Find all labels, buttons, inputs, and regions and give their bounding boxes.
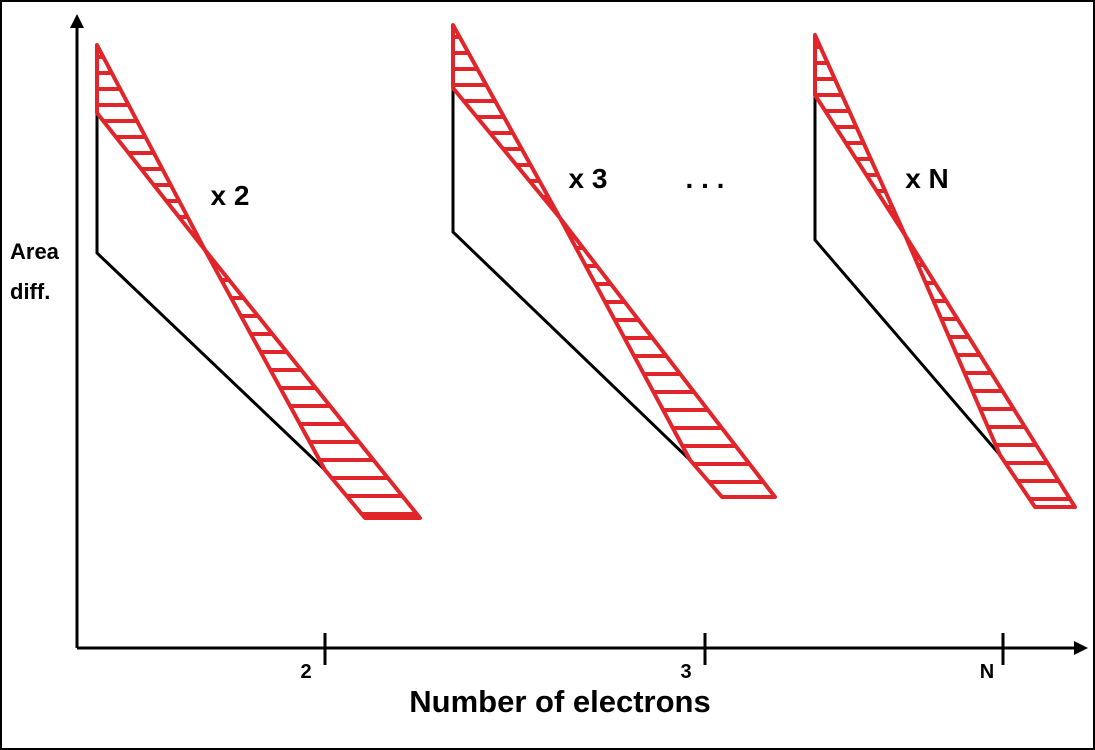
annotation: . . . [686, 163, 725, 194]
x-tick-label: 3 [680, 661, 691, 683]
x-tick-label: N [980, 661, 994, 683]
black-outline [95, 113, 367, 519]
annotation: x N [905, 163, 949, 194]
x-axis-label: Number of electrons [409, 684, 710, 719]
red-outline [451, 23, 777, 499]
y-axis-label: Area diff. [10, 239, 59, 304]
black-outline [451, 88, 724, 498]
x-axis-arrow [1074, 641, 1088, 655]
y-axis-arrow [70, 14, 84, 28]
x-tick-label: 2 [300, 661, 311, 683]
annotation: x 2 [211, 180, 250, 211]
shapes [95, 23, 1077, 520]
red-outline [95, 43, 422, 520]
red-outline [813, 33, 1077, 509]
annotation: x 3 [569, 163, 608, 194]
